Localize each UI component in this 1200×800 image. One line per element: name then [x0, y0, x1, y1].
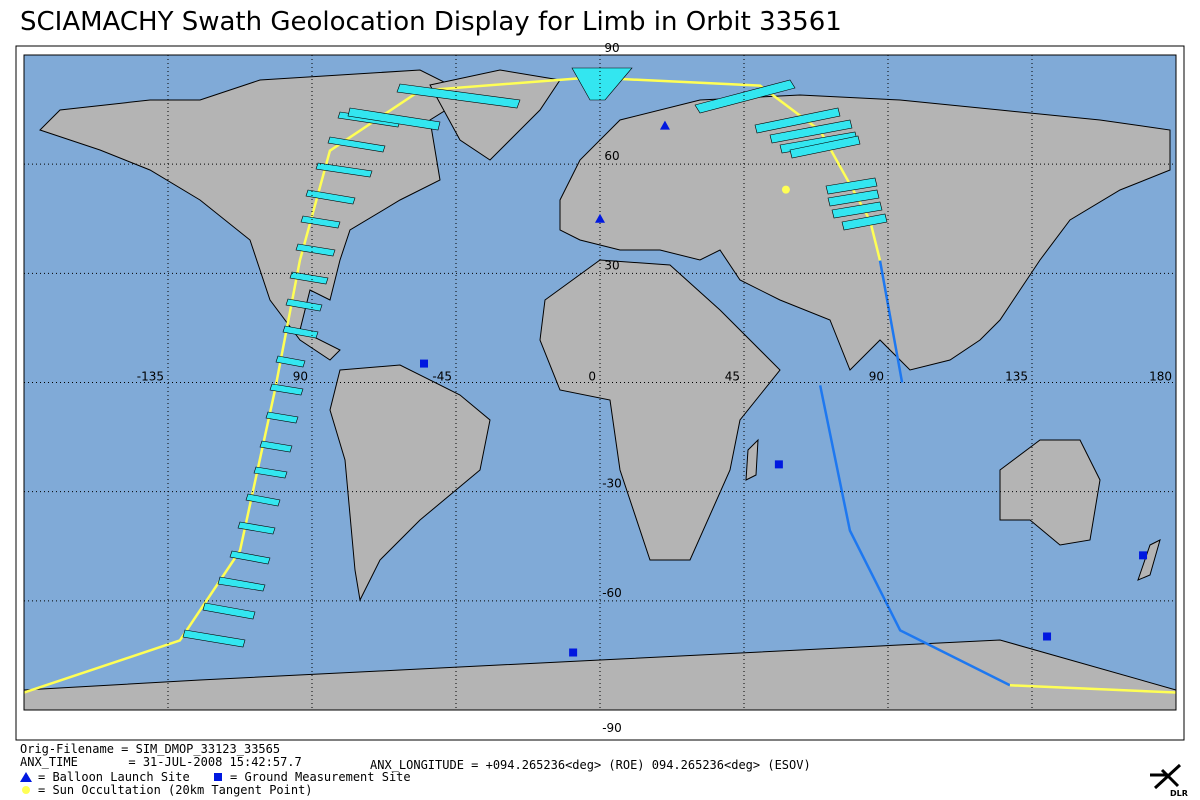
lon-label: 90 [869, 370, 884, 384]
swath [182, 629, 246, 648]
new-zealand [1137, 539, 1161, 581]
swath [217, 576, 266, 592]
ground-site [569, 648, 578, 657]
orig-filename: Orig-Filename = SIM_DMOP_33123_33565 [20, 742, 280, 756]
swath [285, 298, 323, 312]
lon-label: 135 [1005, 370, 1028, 384]
lat-label: -90 [602, 721, 622, 735]
swaths [182, 67, 888, 648]
ground-site [1139, 551, 1148, 560]
lon-label: 0 [588, 370, 596, 384]
swath [229, 550, 271, 565]
logo-text: DLR [1170, 789, 1188, 798]
map-frame [23, 54, 1177, 711]
swath [396, 83, 521, 109]
legend-ground: = Ground Measurement Site [230, 770, 411, 784]
swath [827, 189, 880, 207]
balloon-site [595, 213, 605, 223]
swath [831, 201, 883, 219]
lon-label: -45 [432, 370, 452, 384]
lat-label: 30 [604, 258, 619, 272]
swath [289, 271, 329, 285]
swath [282, 325, 319, 339]
swath [694, 79, 796, 114]
legend-sun: = Sun Occultation (20km Tangent Point) [38, 783, 313, 797]
sun-occultation [781, 185, 790, 194]
anx-time: ANX_TIME = 31-JUL-2008 15:42:57.7 [20, 755, 302, 769]
lat-label: -60 [602, 586, 622, 600]
ground-track [878, 260, 904, 383]
anx-longitude: ANX_LONGITUDE = +094.265236<deg> (ROE) 0… [370, 758, 811, 772]
lon-label: 45 [725, 370, 740, 384]
swath [253, 466, 288, 479]
ground-site [1043, 632, 1052, 641]
swath [202, 602, 256, 620]
swath [769, 119, 853, 144]
legend-circle [22, 786, 30, 794]
swath [259, 440, 293, 453]
logo-mark [1150, 763, 1182, 790]
legend-balloon: = Balloon Launch Site [38, 770, 190, 784]
balloon-site [659, 120, 670, 130]
legend-triangle [20, 772, 32, 782]
title: SCIAMACHY Swath Geolocation Display for … [20, 7, 842, 37]
madagascar [745, 438, 759, 481]
swath [327, 136, 386, 153]
legend-square [214, 773, 222, 781]
swath [571, 67, 633, 101]
australia [999, 439, 1101, 546]
south-america [329, 364, 491, 602]
lat-label: -30 [602, 477, 622, 491]
lon-label: -135 [137, 370, 164, 384]
ground-site [774, 460, 783, 469]
ground-track [818, 385, 1011, 687]
outer-frame [15, 45, 1185, 741]
swath [295, 243, 336, 257]
swath [789, 135, 861, 159]
swath [841, 213, 888, 231]
lat-label: 60 [604, 149, 619, 163]
swath [825, 177, 878, 195]
map: -135 90 -45 0 45 90 135 180 90 60 30 -30 -60 -90 [23, 41, 1177, 735]
swath [300, 215, 341, 229]
swath [305, 189, 356, 205]
lat-label: 90 [604, 41, 619, 55]
swath [754, 107, 841, 134]
ground-track [1009, 684, 1177, 694]
swath [237, 521, 276, 535]
swath [265, 411, 299, 424]
swath [245, 493, 281, 507]
lon-label: 90 [293, 370, 308, 384]
swath [269, 383, 304, 396]
lon-label: 180 [1149, 370, 1172, 384]
swath [275, 355, 306, 368]
swath [315, 162, 373, 178]
swath [347, 107, 441, 131]
ground-site [420, 359, 428, 368]
